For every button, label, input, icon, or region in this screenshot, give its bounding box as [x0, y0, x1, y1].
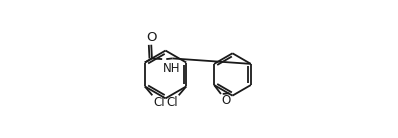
Text: NH: NH [163, 62, 181, 75]
Text: O: O [221, 94, 230, 107]
Text: O: O [146, 31, 156, 44]
Text: Cl: Cl [166, 96, 178, 109]
Text: Cl: Cl [153, 96, 165, 109]
